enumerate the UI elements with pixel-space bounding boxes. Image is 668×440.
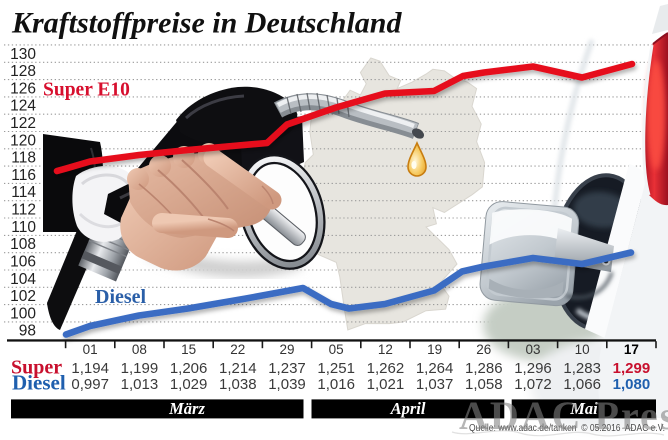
svg-text:1,039: 1,039 <box>268 376 306 393</box>
svg-text:05: 05 <box>329 342 344 357</box>
svg-text:1,058: 1,058 <box>465 376 503 393</box>
svg-text:98: 98 <box>19 323 36 340</box>
svg-text:1,296: 1,296 <box>514 360 552 377</box>
svg-text:Diesel: Diesel <box>95 286 147 308</box>
svg-text:1,237: 1,237 <box>268 360 306 377</box>
svg-text:1,021: 1,021 <box>367 376 405 393</box>
svg-text:1,264: 1,264 <box>416 360 454 377</box>
svg-text:100: 100 <box>10 305 36 322</box>
svg-text:08: 08 <box>132 342 147 357</box>
svg-text:1,206: 1,206 <box>170 360 208 377</box>
svg-text:1,283: 1,283 <box>563 360 601 377</box>
svg-text:1,251: 1,251 <box>317 360 355 377</box>
svg-text:März: März <box>168 399 205 418</box>
svg-text:130: 130 <box>10 46 36 63</box>
svg-text:10: 10 <box>575 342 590 357</box>
svg-text:106: 106 <box>10 254 36 271</box>
svg-text:Kraftstoffpreise in Deutschlan: Kraftstoffpreise in Deutschland <box>11 7 402 40</box>
svg-text:124: 124 <box>10 98 36 115</box>
svg-text:128: 128 <box>10 63 36 80</box>
svg-text:1,199: 1,199 <box>121 360 159 377</box>
svg-text:1,072: 1,072 <box>514 376 552 393</box>
svg-text:1,262: 1,262 <box>367 360 405 377</box>
svg-text:1,080: 1,080 <box>613 376 651 393</box>
svg-text:26: 26 <box>476 342 491 357</box>
svg-text:22: 22 <box>230 342 245 357</box>
svg-text:126: 126 <box>10 80 36 97</box>
svg-text:1,037: 1,037 <box>416 376 454 393</box>
svg-text:1,194: 1,194 <box>71 360 109 377</box>
svg-text:03: 03 <box>525 342 540 357</box>
svg-text:17: 17 <box>624 342 639 357</box>
svg-text:15: 15 <box>181 342 196 357</box>
svg-text:Super: Super <box>11 357 62 379</box>
svg-text:122: 122 <box>10 115 36 132</box>
svg-text:108: 108 <box>10 236 36 253</box>
svg-text:112: 112 <box>11 202 36 219</box>
svg-text:01: 01 <box>83 342 98 357</box>
svg-text:April: April <box>390 399 426 418</box>
svg-text:1,038: 1,038 <box>219 376 257 393</box>
svg-text:Super E10: Super E10 <box>43 80 130 101</box>
svg-text:1,029: 1,029 <box>170 376 208 393</box>
svg-text:1,066: 1,066 <box>563 376 601 393</box>
svg-text:Quelle: www.adac.de/tanken ©: Quelle: www.adac.de/tanken © 05.2016 ADA… <box>469 423 665 434</box>
svg-text:ADAC Presse: ADAC Presse <box>459 393 668 438</box>
svg-text:110: 110 <box>11 219 36 236</box>
svg-text:104: 104 <box>10 271 36 288</box>
svg-text:1,286: 1,286 <box>465 360 503 377</box>
svg-text:1,214: 1,214 <box>219 360 257 377</box>
svg-text:1,013: 1,013 <box>121 376 159 393</box>
svg-text:1,016: 1,016 <box>317 376 355 393</box>
svg-text:0,997: 0,997 <box>71 376 109 393</box>
svg-text:114: 114 <box>11 184 36 201</box>
svg-text:Mai: Mai <box>569 399 598 418</box>
svg-text:19: 19 <box>427 342 442 357</box>
svg-text:1,299: 1,299 <box>613 360 651 377</box>
svg-text:Diesel: Diesel <box>12 371 66 395</box>
svg-text:118: 118 <box>11 150 36 167</box>
svg-text:120: 120 <box>10 132 36 149</box>
svg-text:29: 29 <box>279 342 294 357</box>
svg-text:116: 116 <box>11 167 36 184</box>
svg-text:102: 102 <box>10 288 36 305</box>
svg-text:12: 12 <box>378 342 393 357</box>
